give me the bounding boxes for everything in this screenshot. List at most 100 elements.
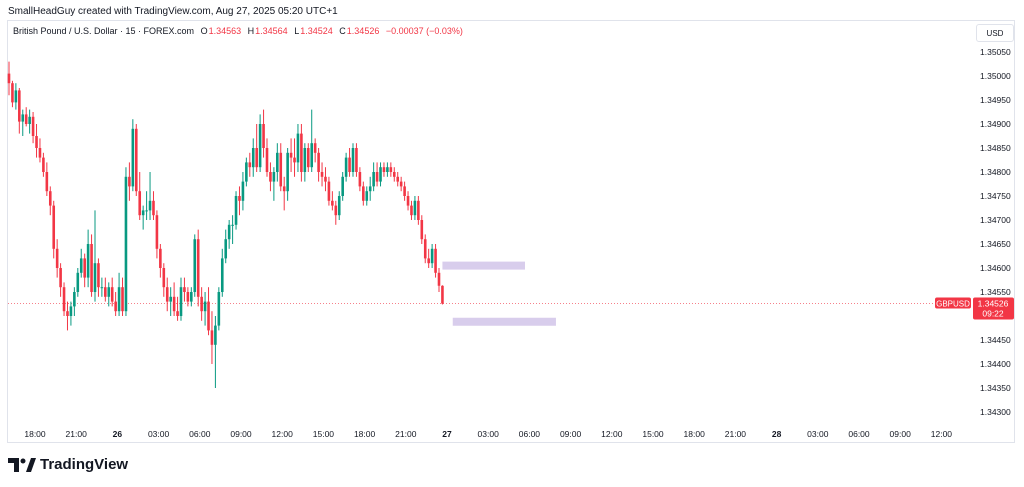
candle-body: [128, 176, 131, 187]
candle-body: [310, 143, 314, 168]
candle-body: [83, 258, 86, 278]
candle-body: [62, 287, 66, 312]
x-tick-label: 06:00: [189, 429, 211, 439]
candle-body: [152, 200, 155, 216]
close-label: C: [339, 26, 346, 36]
candle-body: [392, 172, 396, 177]
candle-body: [358, 172, 362, 187]
candle-body: [107, 287, 111, 297]
candle-body: [220, 258, 224, 292]
x-tick-label: 12:00: [931, 429, 953, 439]
candle-body: [396, 176, 400, 182]
x-tick-label: 12:00: [601, 429, 623, 439]
candle-body: [38, 148, 42, 158]
candle-body: [35, 136, 38, 148]
candle-body: [217, 292, 221, 326]
countdown-label: 09:22: [982, 309, 1004, 319]
y-tick-label: 1.34300: [980, 407, 1011, 417]
candle-body: [399, 181, 403, 187]
candle-body: [337, 196, 341, 216]
candle-body: [11, 83, 14, 103]
candle-body: [289, 152, 293, 158]
candle-body: [179, 287, 183, 316]
candle-body: [162, 268, 166, 288]
candle-body: [90, 244, 93, 292]
candle-body: [241, 181, 245, 201]
x-tick-label: 15:00: [642, 429, 664, 439]
x-tick-label: 21:00: [395, 429, 417, 439]
tradingview-logo-icon: [8, 457, 36, 472]
candle-body: [176, 311, 179, 316]
candle-body: [293, 157, 296, 163]
candle-body: [389, 167, 393, 172]
x-tick-label: 18:00: [684, 429, 706, 439]
candle-body: [117, 287, 121, 312]
candle-body: [214, 325, 217, 345]
candle-body: [286, 152, 289, 192]
candle-body: [14, 90, 18, 103]
y-tick-label: 1.34350: [980, 383, 1011, 393]
y-tick-label: 1.35000: [980, 71, 1011, 81]
candle-body: [351, 148, 355, 172]
y-tick-label: 1.34550: [980, 287, 1011, 297]
y-tick-label: 1.34450: [980, 335, 1011, 345]
candle-body: [386, 167, 389, 172]
candle-body: [110, 287, 114, 302]
open-value: 1.34563: [208, 26, 242, 36]
candle-body: [7, 73, 11, 84]
candle-body: [76, 272, 80, 292]
candle-body: [245, 162, 248, 182]
candle-body: [231, 224, 234, 226]
candle-body: [276, 152, 279, 172]
open-label: O: [200, 26, 208, 36]
candle-body: [265, 148, 269, 172]
candle-body: [55, 248, 59, 268]
candle-body: [124, 176, 128, 312]
candle-body: [238, 196, 241, 201]
candle-body: [69, 306, 73, 316]
candle-body: [262, 124, 265, 148]
high-value: 1.34564: [255, 26, 288, 36]
y-tick-label: 1.34400: [980, 359, 1011, 369]
candle-body: [413, 200, 417, 216]
y-tick-label: 1.34700: [980, 215, 1011, 225]
y-tick-label: 1.34950: [980, 95, 1011, 105]
y-tick-label: 1.34750: [980, 191, 1011, 201]
x-tick-label: 15:00: [313, 429, 335, 439]
x-tick-label: 21:00: [725, 429, 747, 439]
chart-attribution: SmallHeadGuy created with TradingView.co…: [8, 6, 338, 17]
last-price-label: 1.34526: [978, 299, 1009, 309]
candle-body: [313, 143, 317, 153]
candle-body: [21, 114, 25, 122]
x-tick-label: 09:00: [230, 429, 252, 439]
candle-body: [423, 239, 427, 259]
candle-body: [45, 172, 49, 192]
y-tick-label: 1.34800: [980, 167, 1011, 177]
candle-body: [148, 200, 152, 211]
candle-body: [121, 287, 124, 312]
candle-body: [114, 301, 117, 312]
candle-body: [379, 167, 382, 182]
candle-body: [159, 248, 162, 268]
y-tick-label: 1.34850: [980, 143, 1011, 153]
candle-body: [193, 239, 197, 292]
candle-body: [59, 268, 62, 288]
change-value: −0.00037 (−0.03%): [385, 26, 463, 36]
candle-body: [210, 330, 214, 345]
x-tick-label: 18:00: [24, 429, 46, 439]
candle-body: [145, 210, 148, 212]
currency-button[interactable]: USD: [976, 24, 1014, 42]
candle-body: [331, 200, 334, 206]
candle-body: [227, 224, 231, 240]
x-tick-label: 12:00: [272, 429, 294, 439]
candle-body: [403, 186, 406, 196]
candle-body: [134, 128, 138, 192]
candle-body: [155, 215, 159, 249]
candle-body: [31, 116, 35, 136]
zone-rect: [452, 317, 556, 326]
candle-body: [207, 301, 210, 331]
y-tick-label: 1.34900: [980, 119, 1011, 129]
candle-body: [296, 133, 300, 163]
candle-body: [42, 157, 45, 172]
